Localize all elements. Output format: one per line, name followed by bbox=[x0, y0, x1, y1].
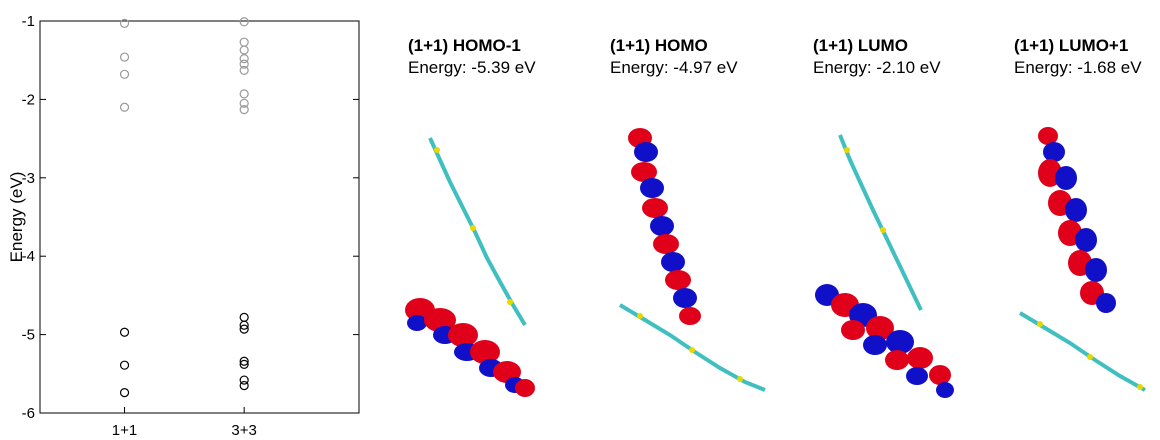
energy-level-point bbox=[119, 18, 130, 28]
sulfur-atom bbox=[1137, 384, 1143, 390]
panel-title: (1+1) LUMO+1 bbox=[1014, 36, 1129, 55]
sulfur-atom bbox=[1037, 321, 1043, 327]
energy-level-point bbox=[239, 324, 249, 334]
sulfur-atom bbox=[1087, 354, 1093, 360]
energy-level-point bbox=[239, 312, 249, 322]
orbital-image-homo-1 bbox=[405, 137, 535, 397]
sulfur-atom bbox=[637, 313, 643, 319]
orbital-lobes bbox=[1038, 127, 1116, 313]
sulfur-atom bbox=[844, 147, 850, 153]
energy-level-point bbox=[239, 54, 249, 64]
orbital-lobes bbox=[815, 284, 954, 398]
energy-level-point bbox=[239, 375, 249, 385]
y-axis-ticks: -1 -2 -3 -4 -5 -6 bbox=[22, 13, 359, 422]
energy-level-point bbox=[239, 104, 249, 115]
sulfur-atom bbox=[880, 227, 886, 233]
sulfur-atom bbox=[470, 225, 476, 231]
y-tick-label: -5 bbox=[22, 327, 35, 344]
energy-level-point bbox=[239, 320, 249, 330]
energy-level-point bbox=[119, 360, 130, 370]
orbital-image-homo bbox=[618, 128, 766, 392]
panel-energy: Energy: -4.97 eV bbox=[610, 58, 738, 77]
energy-level-point bbox=[119, 52, 130, 62]
x-tick-label: 1+1 bbox=[112, 422, 137, 439]
sulfur-atom bbox=[737, 376, 743, 382]
energy-level-point bbox=[239, 17, 249, 27]
y-tick-label: -3 bbox=[22, 170, 35, 187]
panel-title: (1+1) HOMO-1 bbox=[408, 36, 521, 55]
orbital-image-lumo bbox=[815, 134, 954, 398]
energy-level-point bbox=[239, 98, 249, 108]
sulfur-atom bbox=[689, 347, 695, 353]
sulfur-atom bbox=[507, 299, 513, 305]
energy-level-point bbox=[119, 69, 130, 79]
molecule-backbone bbox=[838, 134, 923, 311]
plot-frame bbox=[39, 20, 360, 414]
energy-level-point bbox=[119, 102, 130, 112]
panel-title: (1+1) LUMO bbox=[813, 36, 908, 55]
energy-level-point bbox=[239, 59, 249, 69]
energy-level-point bbox=[239, 89, 249, 99]
y-tick-label: -6 bbox=[22, 405, 35, 422]
molecule-backbone bbox=[618, 303, 766, 392]
orbital-image-lumo-plus-1 bbox=[1018, 127, 1146, 392]
molecule-backbone bbox=[428, 137, 527, 327]
panel-energy: Energy: -1.68 eV bbox=[1014, 58, 1142, 77]
x-tick-label: 3+3 bbox=[231, 422, 256, 439]
energy-level-point bbox=[239, 37, 249, 47]
y-tick-label: -1 bbox=[22, 13, 35, 30]
y-tick-label: -4 bbox=[22, 248, 35, 265]
energy-level-point bbox=[239, 356, 249, 366]
orbital-lobes bbox=[405, 298, 535, 397]
panel-energy: Energy: -2.10 eV bbox=[813, 58, 941, 77]
energy-level-point bbox=[119, 327, 130, 337]
panel-title: (1+1) HOMO bbox=[610, 36, 708, 55]
orbital-lobes bbox=[628, 128, 701, 325]
energy-level-point bbox=[239, 45, 249, 55]
energy-level-point bbox=[239, 380, 249, 391]
y-axis-label: Energy (eV) bbox=[7, 172, 26, 263]
energy-level-point bbox=[239, 65, 249, 75]
panel-energy: Energy: -5.39 eV bbox=[408, 58, 536, 77]
energy-level-point bbox=[119, 388, 130, 398]
x-axis-ticks: 1+1 3+3 bbox=[112, 407, 257, 439]
energy-points bbox=[119, 17, 249, 398]
sulfur-atom bbox=[434, 147, 440, 153]
y-tick-label: -2 bbox=[22, 91, 35, 108]
energy-level-point bbox=[239, 359, 249, 369]
energy-level-chart: -1 -2 -3 -4 -5 -6 1+1 3+3 Energy (eV) bbox=[7, 13, 360, 439]
